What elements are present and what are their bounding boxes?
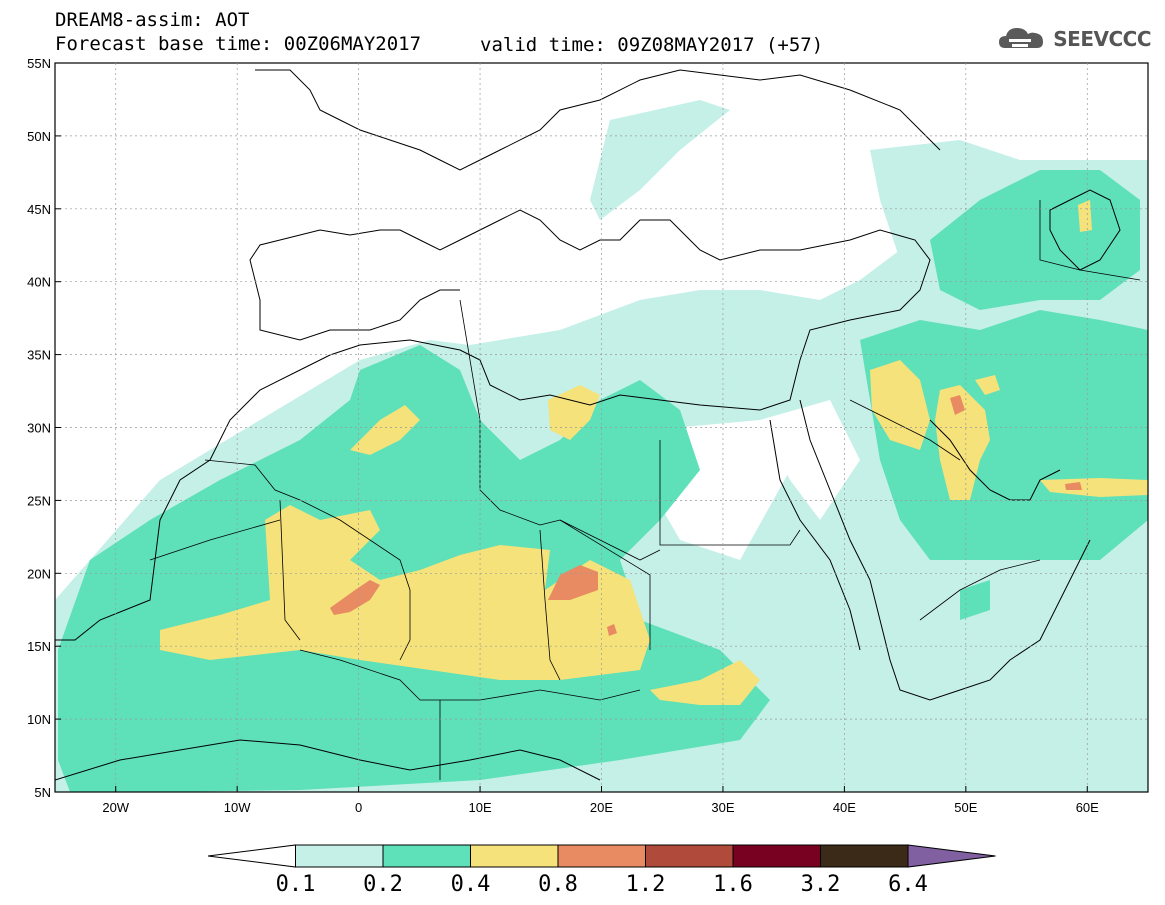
- map-title: DREAM8-assim: AOT: [55, 9, 250, 31]
- colorbar-label: 1.6: [713, 872, 753, 897]
- gridlines: [55, 62, 1148, 793]
- seevccc-logo: SEEVCCC: [997, 24, 1151, 54]
- aot-band-0-4-iran-north: [975, 375, 1000, 395]
- aot-band-0-4-sahel: [160, 505, 650, 680]
- colorbar-swatch: [820, 844, 909, 868]
- aot-band-0-4-iran-coast: [1040, 478, 1148, 497]
- colorbar-swatch: [557, 844, 646, 868]
- aot-band-0-4-kuwait: [935, 385, 990, 500]
- lat-label: 35N: [27, 348, 51, 363]
- lat-label: 15N: [27, 639, 51, 654]
- lon-label: 0: [355, 800, 362, 815]
- lon-label: 20E: [590, 800, 613, 815]
- lat-label: 10N: [27, 712, 51, 727]
- colorbar-label: 3.2: [801, 872, 841, 897]
- lon-label: 30E: [711, 800, 734, 815]
- lat-label: 45N: [27, 202, 51, 217]
- aot-band-0-4-chad: [650, 660, 760, 705]
- colorbar-swatch: [732, 844, 821, 868]
- aot-band-0-8-mali: [330, 580, 380, 615]
- forecast-base-time: Forecast base time: 00Z06MAY2017: [55, 33, 422, 55]
- colorbar-label: 6.4: [888, 872, 928, 897]
- lat-label: 20N: [27, 566, 51, 581]
- lat-label: 55N: [27, 56, 51, 71]
- colorbar-label: 0.2: [363, 872, 403, 897]
- longitude-labels: 20W 10W 0 10E 20E 30E 40E 50E 60E: [102, 800, 1099, 815]
- lon-label: 20W: [102, 800, 129, 815]
- colorbar-swatch: [382, 844, 471, 868]
- aot-band-0-2-gulf: [860, 310, 1148, 560]
- aot-band-0-1-north: [590, 100, 730, 220]
- lat-label: 5N: [34, 785, 51, 800]
- colorbar-label: 0.4: [451, 872, 491, 897]
- cloud-logo-icon: [999, 28, 1044, 48]
- aot-band-0-2-west: [58, 345, 770, 792]
- lon-label: 10W: [224, 800, 251, 815]
- aot-void-arabia: [760, 400, 860, 520]
- colorbar-low-arrow: [207, 844, 296, 868]
- colorbar-labels: 0.1 0.2 0.4 0.8 1.2 1.6 3.2 6.4: [276, 872, 928, 897]
- aot-band-0-8-chad-small: [607, 624, 617, 636]
- colorbar-label: 0.8: [538, 872, 578, 897]
- colorbar-high-arrow: [907, 844, 996, 868]
- logo-text: SEEVCCC: [1053, 27, 1151, 51]
- colorbar-label: 1.2: [626, 872, 666, 897]
- lon-label: 50E: [954, 800, 977, 815]
- lon-label: 10E: [468, 800, 491, 815]
- aot-band-0-8-iran: [1065, 482, 1082, 490]
- aot-band-0-2-africa-south: [960, 580, 990, 620]
- lon-label: 60E: [1076, 800, 1099, 815]
- lat-label: 40N: [27, 275, 51, 290]
- colorbar-label: 0.1: [276, 872, 316, 897]
- valid-time: valid time: 09Z08MAY2017 (+57): [480, 34, 824, 56]
- colorbar-swatch: [295, 844, 384, 868]
- lat-label: 50N: [27, 129, 51, 144]
- latitude-labels: 55N 50N 45N 40N 35N 30N 25N 20N 15N 10N 5N: [27, 56, 51, 800]
- colorbar-swatch: [645, 844, 734, 868]
- country-borders: [149, 200, 1141, 780]
- lat-label: 30N: [27, 421, 51, 436]
- coastlines: [55, 69, 1121, 781]
- colorbar-swatch: [470, 844, 559, 868]
- aot-band-0-4-libya: [548, 385, 600, 440]
- colorbar-swatches: [207, 844, 996, 868]
- aot-band-0-8-chad: [548, 565, 598, 600]
- aot-band-0-4-caspian: [1078, 200, 1092, 232]
- aot-band-0-8-kuwait: [950, 395, 965, 415]
- lat-label: 25N: [27, 493, 51, 508]
- aot-band-0-4-algeria: [350, 405, 420, 455]
- lon-label: 40E: [833, 800, 856, 815]
